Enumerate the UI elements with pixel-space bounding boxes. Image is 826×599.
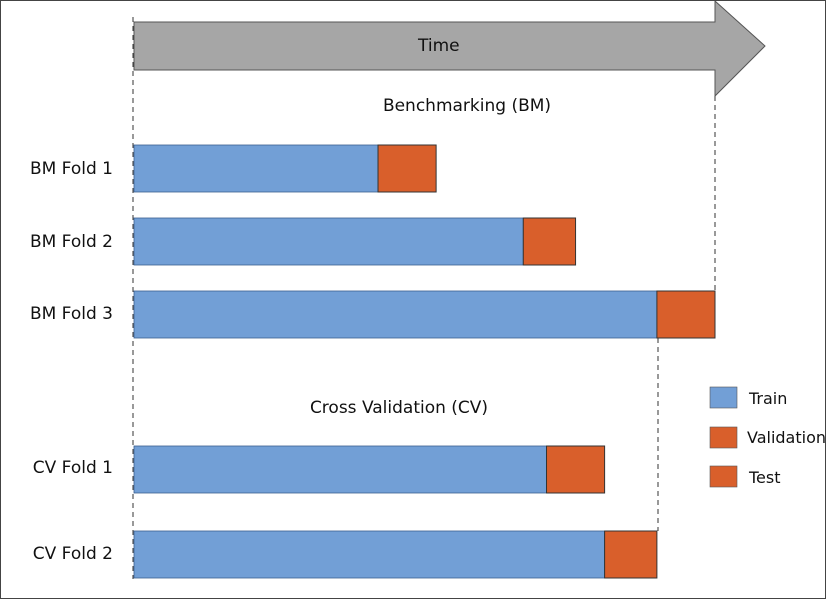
train-segment-cv-2 — [133, 530, 606, 579]
train-segment-bm-1 — [133, 144, 379, 193]
fold-label-bm-1: BM Fold 1 — [29, 159, 113, 179]
train-segment-cv-1 — [133, 445, 547, 494]
fold-label-cv-1: CV Fold 1 — [32, 458, 113, 478]
train-segment-bm-3 — [133, 290, 658, 339]
legend-label-validation: Validation — [747, 428, 826, 447]
fold-label-bm-2: BM Fold 2 — [29, 232, 113, 252]
validation-segment-cv-1 — [546, 445, 606, 494]
time-arrow — [133, 1, 766, 98]
validation-segment-bm-1 — [377, 144, 437, 193]
cross-validation-section-title: Cross Validation (CV) — [309, 398, 489, 418]
fold-label-cv-2: CV Fold 2 — [32, 544, 113, 564]
validation-segment-bm-3 — [656, 290, 716, 339]
legend-swatches — [709, 386, 738, 488]
legend-swatch-validation — [709, 426, 738, 449]
legend-label-test: Test — [749, 468, 781, 487]
validation-segment-cv-2 — [604, 530, 658, 579]
fold-bars — [133, 144, 716, 579]
legend-swatch-train — [709, 386, 738, 409]
legend-swatch-test — [709, 465, 738, 488]
train-segment-bm-2 — [133, 217, 524, 266]
benchmarking-section-title: Benchmarking (BM) — [382, 96, 552, 116]
time-arrow-label: Time — [418, 36, 460, 56]
validation-segment-bm-2 — [522, 217, 577, 266]
fold-label-bm-3: BM Fold 3 — [29, 304, 113, 324]
legend-label-train: Train — [749, 389, 788, 408]
